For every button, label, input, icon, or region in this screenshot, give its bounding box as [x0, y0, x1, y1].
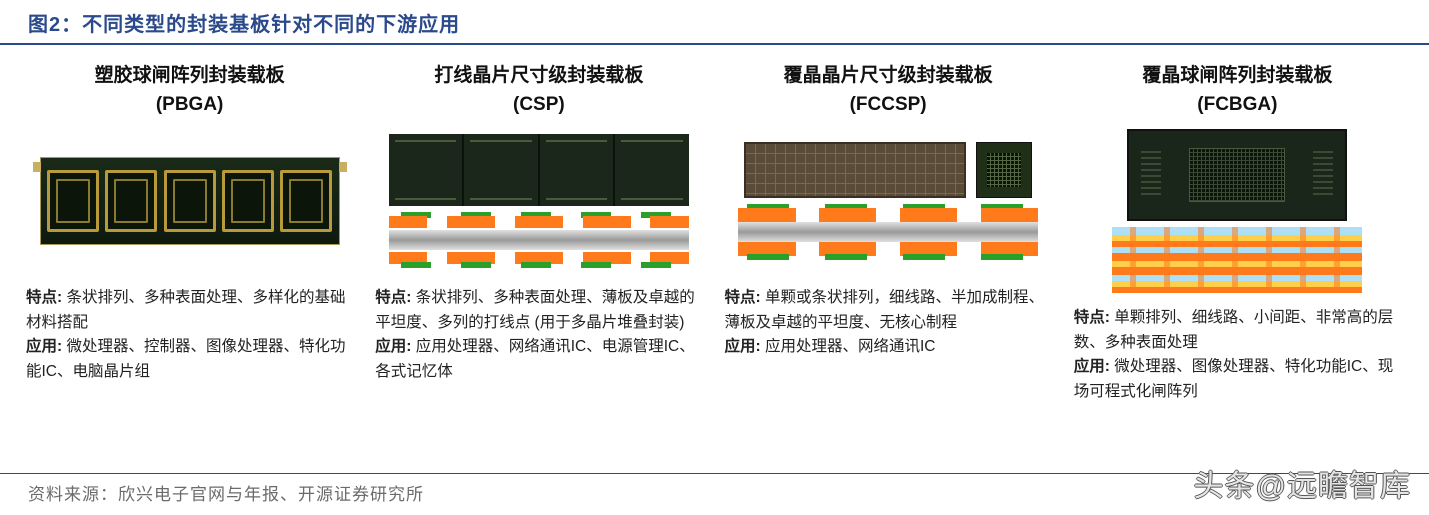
apps-label: 应用: — [1074, 358, 1110, 375]
pbga-strip-graphic — [40, 157, 340, 245]
features-text: 条状排列、多种表面处理、薄板及卓越的平坦度、多列的打线点 (用于多晶片堆叠封装) — [375, 289, 695, 331]
figure-title: 图2：不同类型的封装基板针对不同的下游应用 — [28, 8, 1401, 37]
csp-segment-icon — [615, 134, 689, 206]
csp-segment-icon — [389, 134, 465, 206]
fccsp-top-graphic — [744, 142, 1032, 198]
col-title: 塑胶球闸阵列封装载板 (PBGA) — [95, 61, 285, 120]
col-title: 覆晶球闸阵列封装载板 (FCBGA) — [1142, 61, 1332, 120]
pbga-chip-icon — [47, 170, 99, 232]
col-title-line1: 塑胶球闸阵列封装载板 — [95, 65, 285, 86]
figure-title-bar: 图2：不同类型的封装基板针对不同的下游应用 — [0, 0, 1429, 45]
features-text: 单颗或条状排列，细线路、半加成制程、薄板及卓越的平坦度、无核心制程 — [725, 289, 1045, 331]
features-label: 特点: — [725, 289, 761, 306]
csp-desc: 特点: 条状排列、多种表面处理、薄板及卓越的平坦度、多列的打线点 (用于多晶片堆… — [375, 286, 702, 385]
col-abbr: (FCCSP) — [850, 94, 927, 115]
col-title: 覆晶晶片尺寸级封装载板 (FCCSP) — [784, 61, 993, 120]
csp-panel-graphic — [389, 134, 689, 206]
fcbga-image-area — [1074, 126, 1401, 296]
apps-text: 微处理器、图像处理器、特化功能IC、现场可程式化闸阵列 — [1074, 358, 1394, 400]
csp-cross-section-graphic — [389, 212, 689, 268]
pbga-desc: 特点: 条状排列、多种表面处理、多样化的基础材料搭配 应用: 微处理器、控制器、… — [26, 286, 353, 385]
pbga-chip-icon — [222, 170, 274, 232]
fcbga-desc: 特点: 单颗排列、细线路、小间距、非常高的层数、多种表面处理 应用: 微处理器、… — [1074, 306, 1401, 405]
apps-label: 应用: — [375, 338, 411, 355]
apps-label: 应用: — [725, 338, 761, 355]
column-pbga: 塑胶球闸阵列封装载板 (PBGA) 特点: 条状排列、多种表面处理、多样化的基础… — [26, 61, 353, 405]
column-fcbga: 覆晶球闸阵列封装载板 (FCBGA) 特点: 单颗排列、细线路、小间距、非常高的… — [1074, 61, 1401, 405]
fcbga-cross-section-graphic — [1112, 227, 1362, 293]
csp-image-area — [375, 126, 702, 276]
features-label: 特点: — [26, 289, 62, 306]
fccsp-chip-icon — [976, 142, 1032, 198]
fcbga-die-icon — [1189, 148, 1285, 202]
fcbga-chip-graphic — [1127, 129, 1347, 221]
source-bar: 资料来源：欣兴电子官网与年报、开源证券研究所 — [0, 473, 1429, 515]
pbga-chip-icon — [164, 170, 216, 232]
source-text: 欣兴电子官网与年报、开源证券研究所 — [118, 485, 424, 504]
csp-segment-icon — [464, 134, 540, 206]
pbga-chip-icon — [280, 170, 332, 232]
features-label: 特点: — [1074, 309, 1110, 326]
features-text: 条状排列、多种表面处理、多样化的基础材料搭配 — [26, 289, 346, 331]
col-title-line1: 覆晶晶片尺寸级封装载板 — [784, 65, 993, 86]
apps-text: 应用处理器、网络通讯IC、电源管理IC、各式记忆体 — [375, 338, 695, 380]
column-fccsp: 覆晶晶片尺寸级封装载板 (FCCSP) 特点: 单颗或条状排列，细线路、半加成制… — [725, 61, 1052, 405]
features-label: 特点: — [375, 289, 411, 306]
col-abbr: (PBGA) — [156, 94, 224, 115]
fccsp-strip-icon — [744, 142, 966, 198]
col-abbr: (FCBGA) — [1197, 94, 1277, 115]
col-abbr: (CSP) — [513, 94, 565, 115]
columns-container: 塑胶球闸阵列封装载板 (PBGA) 特点: 条状排列、多种表面处理、多样化的基础… — [0, 45, 1429, 405]
features-text: 单颗排列、细线路、小间距、非常高的层数、多种表面处理 — [1074, 309, 1394, 351]
apps-label: 应用: — [26, 338, 62, 355]
pbga-image-area — [26, 126, 353, 276]
fccsp-image-area — [725, 126, 1052, 276]
col-title: 打线晶片尺寸级封装载板 (CSP) — [434, 61, 643, 120]
fccsp-cross-section-graphic — [738, 204, 1038, 260]
col-title-line1: 打线晶片尺寸级封装载板 — [434, 65, 643, 86]
apps-text: 应用处理器、网络通讯IC — [765, 338, 936, 355]
fccsp-desc: 特点: 单颗或条状排列，细线路、半加成制程、薄板及卓越的平坦度、无核心制程 应用… — [725, 286, 1052, 360]
column-csp: 打线晶片尺寸级封装载板 (CSP) 特点: 条状排列、多种表面处理、薄板及卓越的… — [375, 61, 702, 405]
col-title-line1: 覆晶球闸阵列封装载板 — [1142, 65, 1332, 86]
pbga-chip-icon — [105, 170, 157, 232]
csp-segment-icon — [540, 134, 616, 206]
apps-text: 微处理器、控制器、图像处理器、特化功能IC、电脑晶片组 — [26, 338, 346, 380]
source-label: 资料来源： — [28, 485, 118, 504]
